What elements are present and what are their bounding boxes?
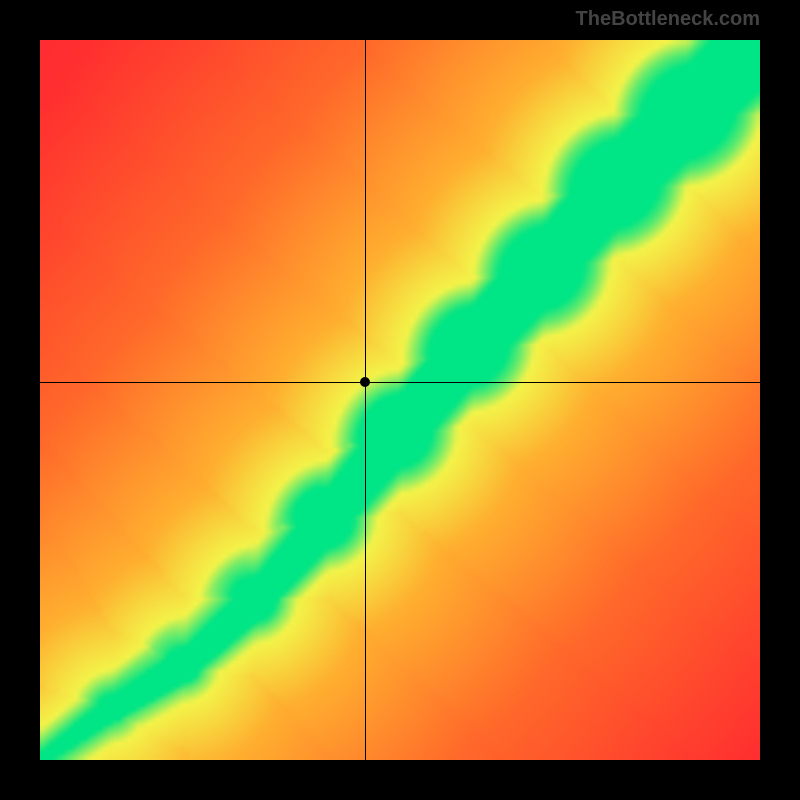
watermark-text: TheBottleneck.com (576, 8, 760, 31)
marker-dot (360, 377, 370, 387)
plot-area (40, 40, 760, 760)
crosshair-horizontal (40, 382, 760, 383)
crosshair-vertical (365, 40, 366, 760)
heatmap-canvas (40, 40, 760, 760)
